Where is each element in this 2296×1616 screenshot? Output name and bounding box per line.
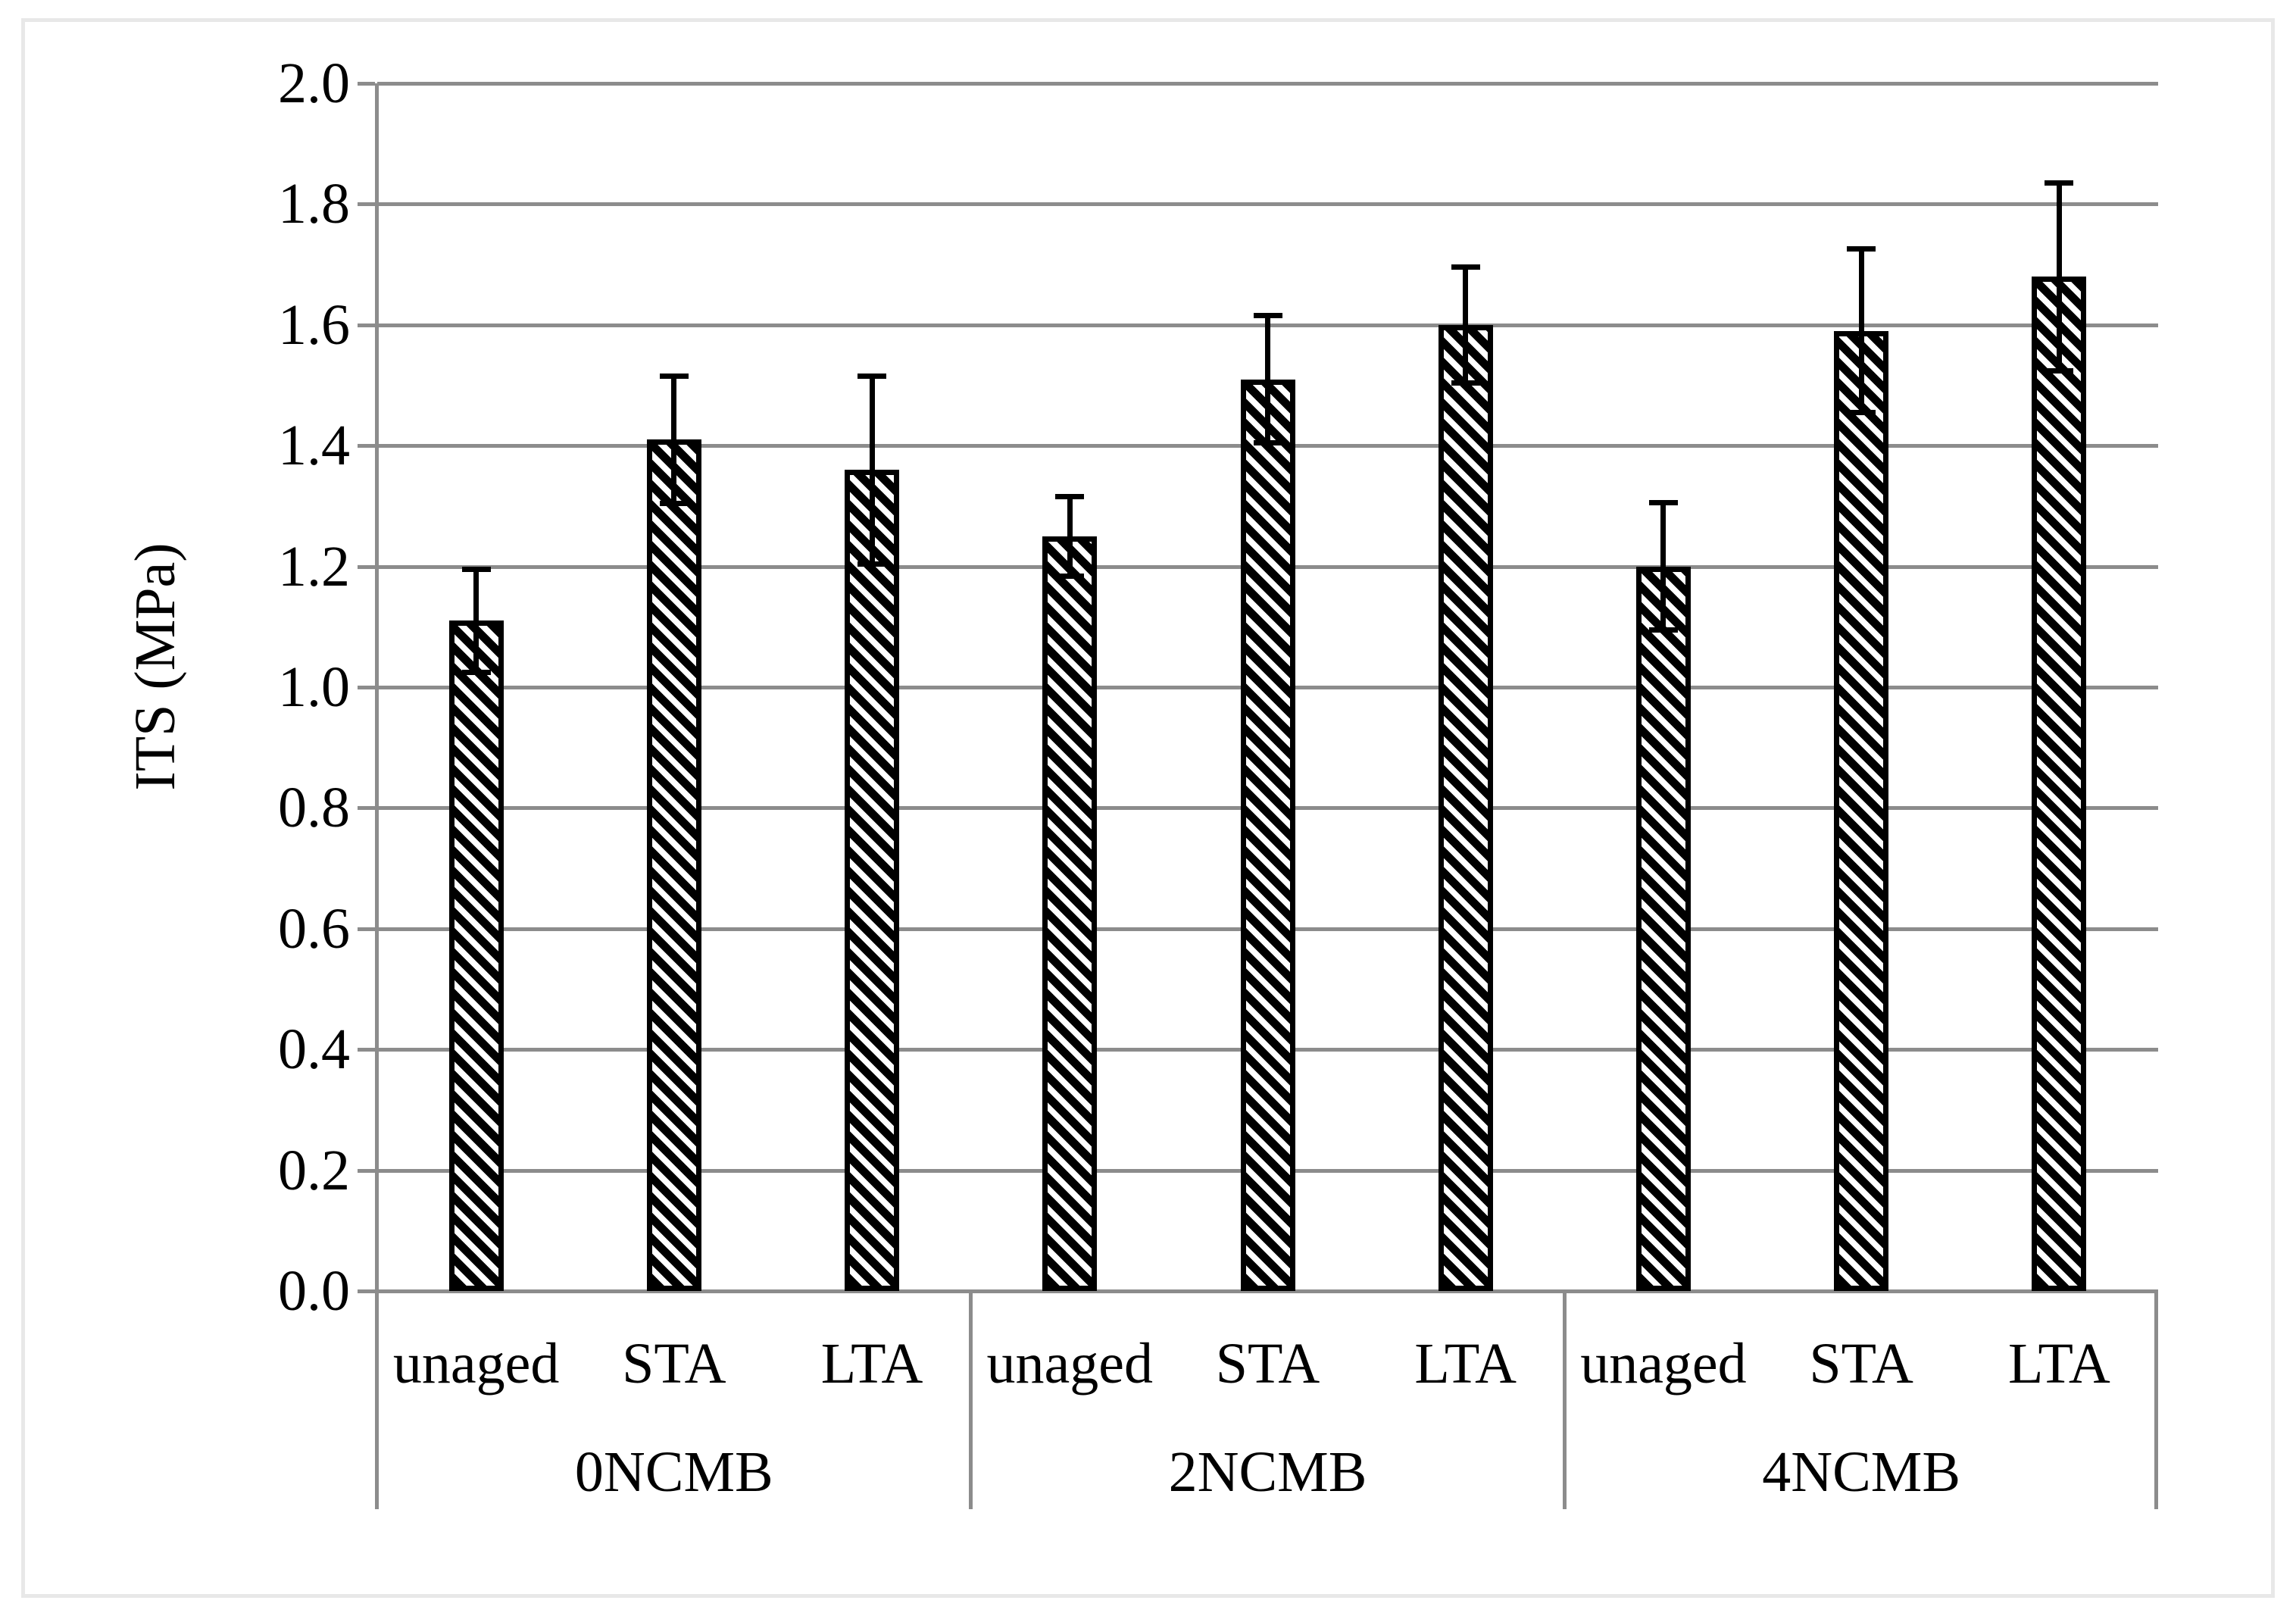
error-cap-bottom [1253, 440, 1282, 446]
y-tick-label: 0.4 [278, 1017, 350, 1082]
error-cap-top [857, 373, 887, 379]
error-cap-bottom [857, 561, 887, 567]
category-label: STA [1809, 1332, 1913, 1396]
y-tick [358, 1048, 375, 1052]
bar [845, 470, 900, 1291]
category-label: LTA [2008, 1332, 2110, 1396]
category-label: STA [622, 1332, 726, 1396]
y-tick [358, 686, 375, 689]
error-bar [671, 373, 677, 506]
category-label: unaged [1580, 1332, 1747, 1396]
bar [646, 439, 701, 1291]
y-tick [358, 564, 375, 569]
error-bar [1067, 493, 1073, 579]
y-tick-label: 1.8 [278, 172, 350, 236]
y-tick [358, 202, 375, 207]
error-cap-bottom [1451, 380, 1480, 386]
error-cap-top [1055, 493, 1085, 499]
error-cap-bottom [1055, 573, 1085, 579]
y-tick-label: 1.4 [278, 414, 350, 478]
bar [1042, 536, 1098, 1291]
y-tick [358, 1168, 375, 1173]
y-tick [358, 444, 375, 449]
y-tick-label: 0.8 [278, 776, 350, 840]
group-label: 4NCMB [1762, 1440, 1961, 1504]
y-tick-label: 0.2 [278, 1138, 350, 1202]
y-tick [358, 82, 375, 86]
y-gridline [377, 82, 2158, 86]
y-tick [358, 323, 375, 327]
bar [1438, 324, 1493, 1291]
y-gridline [377, 1289, 2158, 1293]
category-label: unaged [986, 1332, 1153, 1396]
bar [1834, 330, 1889, 1291]
y-tick [358, 806, 375, 811]
category-label: unaged [392, 1332, 560, 1396]
error-bar [1660, 499, 1667, 633]
error-bar [1265, 312, 1270, 446]
category-label: STA [1215, 1332, 1320, 1396]
error-cap-top [2045, 180, 2074, 186]
y-tick-label: 2.0 [278, 52, 350, 115]
error-cap-bottom [461, 670, 491, 676]
error-bar [1858, 246, 1864, 416]
error-cap-top [1847, 246, 1876, 252]
bar [448, 620, 504, 1291]
error-cap-top [1648, 499, 1678, 505]
error-bar [869, 373, 875, 567]
figure-border [21, 18, 2275, 1598]
error-cap-top [659, 373, 689, 379]
bar [1635, 566, 1691, 1291]
group-separator [1562, 1291, 1567, 1509]
y-tick-label: 1.6 [278, 292, 350, 357]
y-tick-label: 1.2 [278, 534, 350, 599]
error-cap-top [1253, 312, 1282, 318]
group-label: 2NCMB [1168, 1440, 1367, 1504]
error-cap-top [1451, 264, 1480, 270]
y-tick [358, 927, 375, 931]
bar [1240, 379, 1295, 1291]
y-tick-label: 0.6 [278, 896, 350, 961]
error-cap-bottom [1847, 410, 1876, 416]
y-axis-line [375, 83, 379, 1509]
group-label: 0NCMB [574, 1440, 773, 1504]
category-label: LTA [820, 1332, 923, 1396]
group-separator [969, 1291, 973, 1509]
error-cap-bottom [1648, 627, 1678, 633]
group-separator [2154, 1291, 2158, 1509]
error-cap-bottom [2045, 367, 2074, 374]
y-tick [358, 1289, 375, 1293]
y-tick-label: 0.0 [278, 1259, 350, 1323]
category-label: LTA [1414, 1332, 1517, 1396]
error-bar [1463, 264, 1469, 386]
error-bar [473, 566, 480, 676]
error-cap-bottom [659, 500, 689, 506]
y-gridline [377, 202, 2158, 207]
bar [2032, 277, 2087, 1291]
y-tick-label: 1.0 [278, 655, 350, 719]
error-cap-top [461, 566, 491, 572]
error-bar [2056, 180, 2062, 374]
